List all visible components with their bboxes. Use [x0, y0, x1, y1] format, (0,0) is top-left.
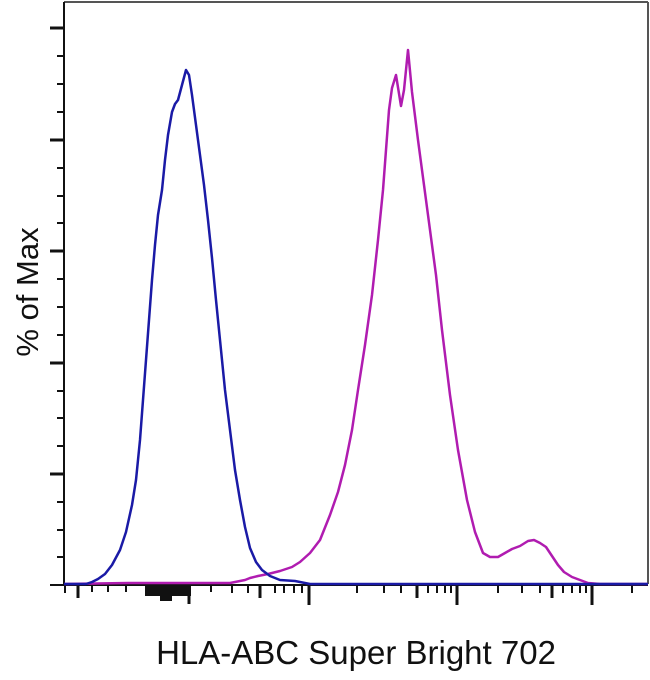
control-histogram-line	[64, 68, 648, 586]
stained-histogram-line	[63, 48, 648, 586]
y-axis-label: % of Max	[10, 227, 45, 357]
y-axis-ticks	[50, 26, 64, 558]
plot-frame	[50, 1, 649, 586]
x-axis-label: HLA-ABC Super Bright 702	[156, 634, 556, 671]
x-axis-ticks	[64, 585, 633, 605]
